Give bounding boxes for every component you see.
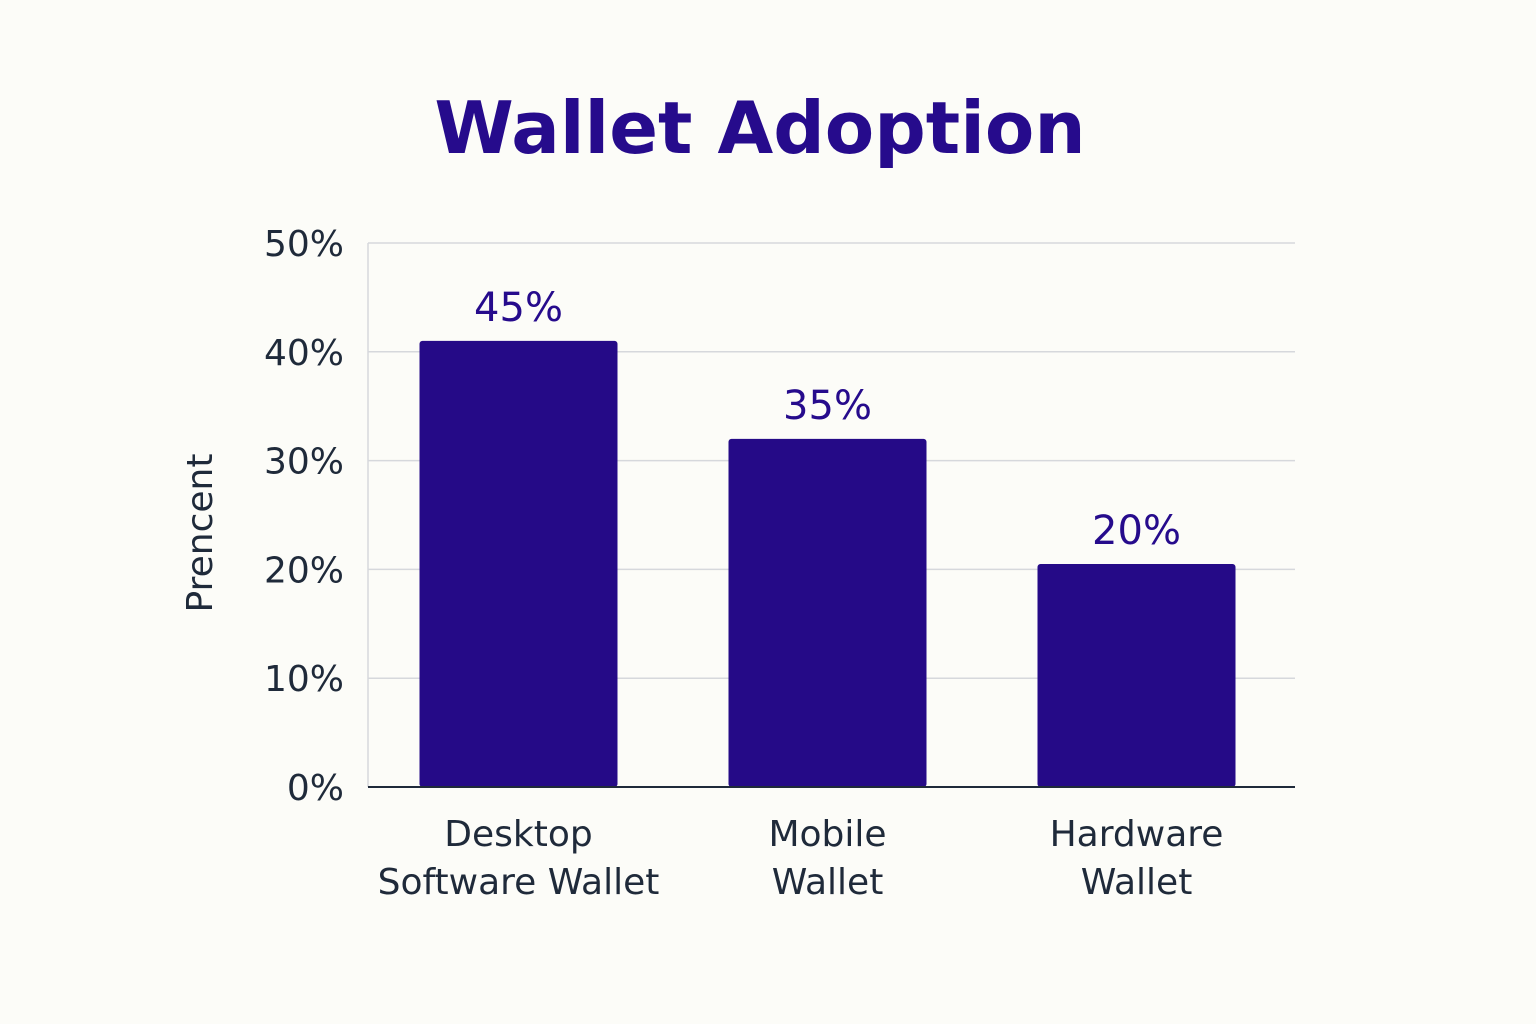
y-tick-label: 0%: [287, 768, 344, 809]
x-category-label: Wallet: [1081, 862, 1193, 903]
y-tick-label: 50%: [264, 224, 344, 265]
bar: [1037, 563, 1236, 787]
x-axis-categories: Desktop Software Wallet Mobile Wallet Hardwa…: [378, 814, 1224, 903]
x-category-label: Software Wallet: [378, 862, 660, 903]
bar-value-label: 35%: [783, 383, 872, 429]
x-category-label: Mobile: [768, 814, 886, 855]
y-axis-ticks: 0% 10% 20% 30% 40% 50%: [264, 224, 344, 809]
y-axis-title: Prencent: [180, 454, 221, 613]
chart-title: Wallet Adoption: [434, 86, 1085, 170]
y-tick-label: 10%: [264, 659, 344, 700]
bar-value-label: 20%: [1092, 508, 1181, 554]
y-tick-label: 40%: [264, 333, 344, 374]
y-tick-label: 30%: [264, 442, 344, 483]
x-category-label: Hardware: [1050, 814, 1224, 855]
y-tick-label: 20%: [264, 550, 344, 591]
bar: [419, 340, 618, 787]
bar: [728, 438, 927, 787]
bar-value-label: 45%: [474, 285, 563, 331]
x-category-label: Desktop: [444, 814, 592, 855]
bars: [419, 340, 1236, 787]
data-labels: 45% 35% 20%: [474, 285, 1181, 554]
x-category-label: Wallet: [772, 862, 884, 903]
